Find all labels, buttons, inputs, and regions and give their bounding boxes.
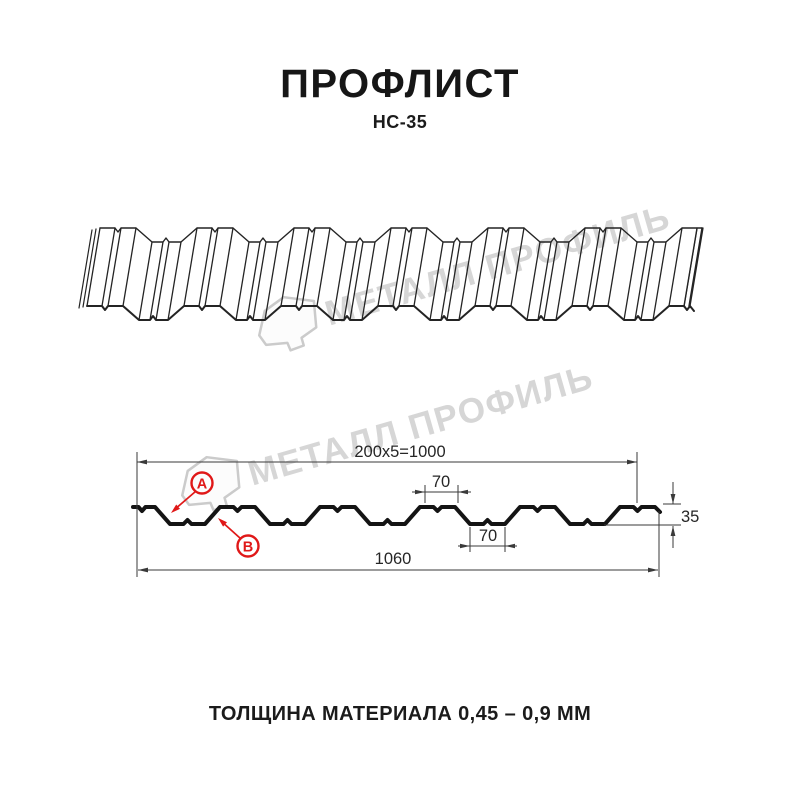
page-title: ПРОФЛИСТ: [280, 62, 520, 106]
material-thickness-note: ТОЛЩИНА МАТЕРИАЛА 0,45 – 0,9 ММ: [208, 703, 592, 725]
marker-a-label: A: [197, 477, 208, 493]
dim-height-label: 35: [681, 508, 699, 526]
watermark-logo-upper: МЕТАЛЛ ПРОФИЛЬ: [257, 197, 675, 352]
marker-b-label: B: [243, 540, 253, 556]
profile-code: НС-35: [372, 112, 428, 132]
watermark-logo-lower: МЕТАЛЛ ПРОФИЛЬ: [180, 357, 598, 512]
dim-valley-width-label: 70: [479, 527, 497, 545]
metall-profil-logo-icon: [180, 455, 241, 512]
cross-section-profile: [131, 505, 662, 526]
watermark-text: МЕТАЛЛ ПРОФИЛЬ: [321, 197, 675, 333]
watermark-text: МЕТАЛЛ ПРОФИЛЬ: [244, 357, 598, 493]
dim-module-span-label: 200x5=1000: [354, 443, 445, 461]
marker-b-circle: [236, 534, 260, 558]
profile-3d-view: [78, 227, 704, 321]
surface-markers: A B: [171, 471, 260, 558]
dim-total-width-label: 1060: [375, 550, 412, 568]
dimensions: 200x5=1000 70 70 35 1060: [136, 443, 699, 577]
dim-crest-width-label: 70: [432, 473, 450, 491]
metall-profil-logo-icon: [257, 295, 318, 352]
marker-a-circle: [190, 471, 214, 495]
